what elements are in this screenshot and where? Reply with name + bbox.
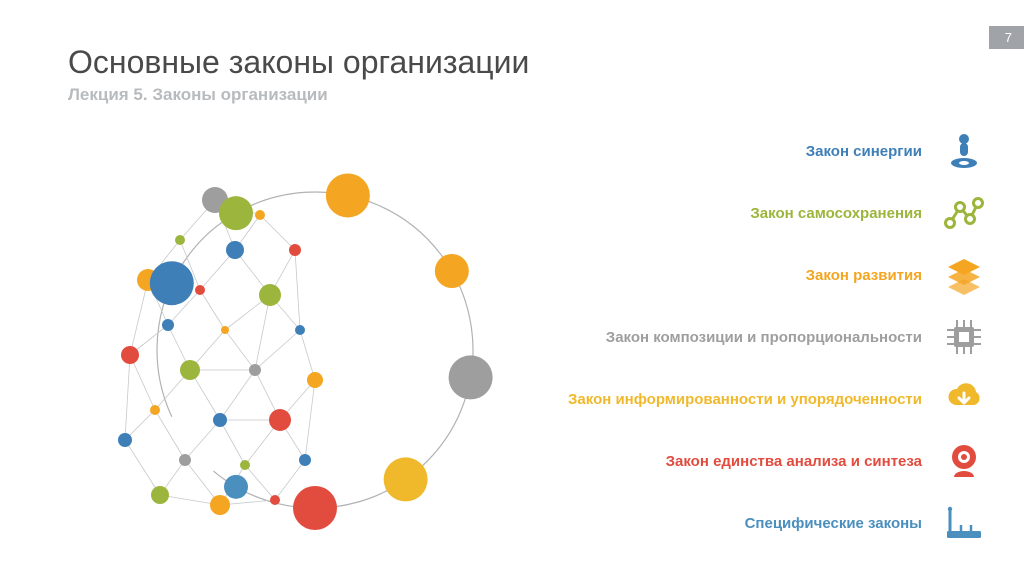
- law-label: Закон единства анализа и синтеза: [504, 453, 922, 470]
- page-subtitle: Лекция 5. Законы организации: [68, 85, 1024, 105]
- law-label: Специфические законы: [504, 515, 922, 532]
- webcam-icon: [944, 441, 984, 481]
- law-item: Закон синергии: [504, 120, 984, 182]
- person-spot-icon: [944, 131, 984, 171]
- law-label: Закон синергии: [504, 143, 922, 160]
- page-number: 7: [989, 26, 1024, 49]
- law-label: Закон композиции и пропорциональности: [504, 329, 922, 346]
- law-item: Закон единства анализа и синтеза: [504, 430, 984, 492]
- cloud-down-icon: [944, 379, 984, 419]
- law-item: Закон композиции и пропорциональности: [504, 306, 984, 368]
- law-label: Закон развития: [504, 267, 922, 284]
- router-icon: [944, 503, 984, 543]
- law-item: Закон информированности и упорядоченност…: [504, 368, 984, 430]
- nodes-icon: [944, 193, 984, 233]
- law-item: Специфические законы: [504, 492, 984, 554]
- page-title: Основные законы организации: [68, 44, 1024, 81]
- chip-icon: [944, 317, 984, 357]
- law-label: Закон самосохранения: [504, 205, 922, 222]
- stack-icon: [944, 255, 984, 295]
- law-item: Закон самосохранения: [504, 182, 984, 244]
- law-item: Закон развития: [504, 244, 984, 306]
- law-label: Закон информированности и упорядоченност…: [504, 391, 922, 408]
- header: Основные законы организации Лекция 5. За…: [0, 0, 1024, 105]
- network-diagram: [70, 130, 470, 550]
- laws-list: Закон синергии Закон самосохранения Зако…: [504, 120, 984, 554]
